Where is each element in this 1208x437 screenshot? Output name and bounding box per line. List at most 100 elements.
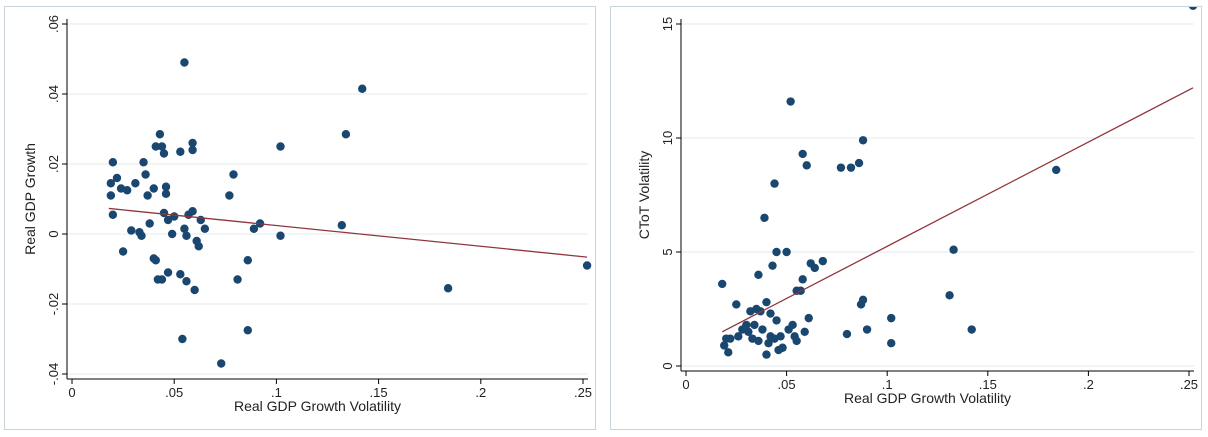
right-x-tick-label: .2 — [1083, 377, 1094, 392]
left-scatter-point — [141, 170, 150, 179]
right-scatter-point — [764, 339, 773, 348]
right-scatter-point — [760, 213, 769, 222]
left-scatter-point — [182, 277, 191, 286]
left-scatter-point — [163, 268, 173, 277]
right-scatter-point — [862, 325, 872, 334]
left-scatter-point — [108, 158, 118, 167]
left-scatter-point — [188, 145, 197, 155]
left-fit-line — [108, 207, 588, 258]
left-x-tick-label: .25 — [574, 385, 592, 400]
left-scatter-point — [122, 186, 132, 195]
right-scatter-point — [800, 327, 809, 336]
right-x-tick-label: .05 — [778, 377, 796, 392]
left-scatter-point — [161, 189, 171, 198]
right-scatter-point — [770, 179, 779, 188]
right-scatter-point — [732, 300, 741, 309]
right-x-tick-label: .1 — [882, 377, 893, 392]
right-scatter-point — [798, 275, 807, 284]
right-scatter-point — [887, 313, 896, 323]
left-scatter-point — [188, 138, 197, 148]
right-scatter-point — [818, 256, 828, 266]
right-y-tick-label: 15 — [660, 17, 675, 31]
left-x-tick-label: 0 — [68, 385, 75, 400]
right-y-tick-label: 0 — [660, 362, 675, 369]
left-scatter-point — [159, 149, 169, 158]
left-chart-panel: -.04 -.02 0 .02 .04 .06 0 .05 .1 .15 .2 .25 Real GDP… — [4, 6, 596, 430]
left-scatter-point — [157, 275, 167, 284]
left-scatter-point — [337, 221, 347, 230]
left-x-tick-label: .2 — [475, 385, 486, 400]
right-scatter-point — [804, 313, 813, 323]
right-scatter-point — [772, 316, 781, 325]
left-y-tick-label: -.02 — [46, 293, 61, 315]
right-scatter-point — [949, 245, 958, 254]
right-scatter-point — [758, 325, 767, 334]
left-x-tick-label: .05 — [165, 385, 183, 400]
right-y-axis-title: CToT Volatility — [636, 151, 652, 239]
left-scatter-point — [139, 158, 148, 167]
right-scatter-point — [802, 161, 811, 170]
left-scatter-point — [163, 215, 173, 225]
right-scatter-point — [788, 320, 797, 330]
right-scatter-point — [1189, 7, 1198, 10]
right-scatter-point — [768, 261, 777, 270]
left-scatter-point — [127, 226, 136, 235]
left-y-tick-label: .02 — [46, 155, 61, 173]
left-scatter-point — [137, 231, 146, 240]
left-scatter-point — [155, 130, 165, 139]
left-scatter-point — [151, 256, 161, 265]
left-scatter-point — [143, 191, 152, 200]
left-scatter-point — [106, 179, 116, 188]
right-scatter-point — [762, 297, 771, 307]
left-y-tick-label: .06 — [46, 15, 61, 33]
right-scatter-point — [836, 163, 846, 172]
left-scatter-point — [108, 210, 118, 219]
right-scatter-point — [724, 348, 733, 357]
left-scatter-point — [243, 256, 252, 265]
left-y-tick-label: 0 — [46, 230, 61, 237]
left-scatter-point — [276, 231, 285, 240]
left-scatter-point — [276, 142, 285, 151]
right-scatter-point — [750, 320, 759, 330]
left-x-tick-label: .15 — [370, 385, 388, 400]
growth-vs-volatility-scatter: -.04 -.02 0 .02 .04 .06 0 .05 .1 .15 .2 .25 Real GDP… — [22, 15, 592, 414]
right-scatter-point — [945, 291, 954, 300]
left-scatter-point — [159, 208, 169, 218]
left-scatter-point — [131, 179, 140, 188]
left-scatter-point — [200, 224, 210, 233]
left-scatter-point — [358, 84, 367, 93]
left-scatter-point — [443, 284, 453, 293]
right-scatter-point — [846, 163, 856, 172]
left-scatter-point — [243, 326, 252, 335]
right-scatter-point — [792, 336, 801, 346]
right-scatter-point — [744, 327, 753, 336]
right-scatter-point — [858, 295, 868, 305]
right-scatter-point — [772, 247, 781, 257]
left-scatter-point — [149, 184, 158, 193]
right-scatter-point — [754, 270, 763, 279]
left-scatter-point — [151, 142, 161, 151]
left-scatter-point — [233, 275, 242, 284]
right-scatter-point — [766, 309, 775, 318]
left-scatter-point — [249, 224, 259, 233]
left-x-axis-title: Real GDP Growth Volatility — [234, 398, 401, 414]
right-scatter-point — [778, 343, 787, 352]
ctot-vs-volatility-scatter: 0 5 10 15 0 .05 .1 .15 .2 .25 Real GDP Growth Vola… — [636, 7, 1198, 406]
left-y-tick-label: -.04 — [46, 363, 61, 385]
left-scatter-point — [106, 191, 116, 200]
left-scatter-point — [176, 147, 185, 156]
left-scatter-point — [582, 261, 592, 270]
right-y-tick-label: 5 — [660, 248, 675, 255]
right-scatter-point — [887, 339, 896, 348]
right-scatter-point — [858, 136, 868, 145]
left-scatter-point — [161, 182, 171, 191]
right-x-tick-label: .25 — [1180, 377, 1198, 392]
left-scatter-point — [170, 212, 179, 221]
left-scatter-point — [180, 58, 189, 67]
right-fit-line — [721, 87, 1194, 333]
right-x-axis-title: Real GDP Growth Volatility — [844, 390, 1011, 406]
left-scatter-point — [225, 191, 234, 200]
right-scatter-point — [842, 329, 852, 339]
left-x-tick-label: .1 — [271, 385, 282, 400]
right-scatter-point — [810, 263, 819, 273]
